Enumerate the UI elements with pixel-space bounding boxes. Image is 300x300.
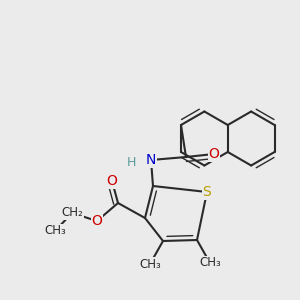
Text: N: N [146,153,156,167]
Text: CH₃: CH₃ [44,224,66,238]
Text: CH₂: CH₂ [61,206,83,220]
Text: CH₃: CH₃ [199,256,221,269]
Text: CH₃: CH₃ [139,257,161,271]
Text: S: S [202,185,211,199]
Text: H: H [126,155,136,169]
Text: O: O [208,147,219,161]
Text: O: O [92,214,102,228]
Text: O: O [106,174,117,188]
